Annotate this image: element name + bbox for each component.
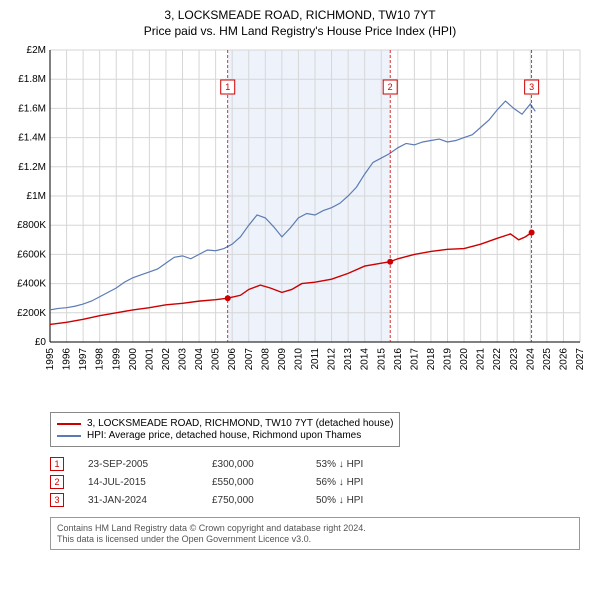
svg-text:2016: 2016 <box>393 348 404 371</box>
svg-text:1995: 1995 <box>45 348 56 371</box>
sale-number-badge: 3 <box>50 493 64 507</box>
sales-table: 1 23-SEP-2005 £300,000 53% ↓ HPI 2 14-JUL-201… <box>50 457 590 507</box>
svg-text:£800K: £800K <box>17 220 46 231</box>
legend: 3, LOCKSMEADE ROAD, RICHMOND, TW10 7YT (… <box>50 412 400 447</box>
sale-row: 1 23-SEP-2005 £300,000 53% ↓ HPI <box>50 457 590 471</box>
svg-text:2017: 2017 <box>409 348 420 371</box>
svg-text:£1.8M: £1.8M <box>18 74 46 85</box>
svg-text:2000: 2000 <box>128 348 139 371</box>
svg-text:£1.2M: £1.2M <box>18 162 46 173</box>
svg-text:£1.4M: £1.4M <box>18 133 46 144</box>
svg-text:3: 3 <box>529 82 534 92</box>
svg-text:1997: 1997 <box>78 348 89 371</box>
footer-attribution: Contains HM Land Registry data © Crown c… <box>50 517 580 550</box>
svg-text:2004: 2004 <box>194 348 205 371</box>
sale-hpi-delta: 53% ↓ HPI <box>316 459 406 470</box>
chart-container: 3, LOCKSMEADE ROAD, RICHMOND, TW10 7YT P… <box>0 0 600 558</box>
footer-line-1: Contains HM Land Registry data © Crown c… <box>57 523 573 533</box>
svg-text:2026: 2026 <box>558 348 569 371</box>
svg-text:2007: 2007 <box>244 348 255 371</box>
legend-swatch <box>57 435 81 437</box>
svg-text:2023: 2023 <box>509 348 520 371</box>
svg-text:1999: 1999 <box>111 348 122 371</box>
svg-text:2005: 2005 <box>211 348 222 371</box>
svg-text:2003: 2003 <box>178 348 189 371</box>
svg-text:2002: 2002 <box>161 348 172 371</box>
svg-text:2008: 2008 <box>260 348 271 371</box>
svg-text:£1.6M: £1.6M <box>18 103 46 114</box>
svg-text:2018: 2018 <box>426 348 437 371</box>
svg-text:2006: 2006 <box>227 348 238 371</box>
sale-row: 3 31-JAN-2024 £750,000 50% ↓ HPI <box>50 493 590 507</box>
svg-text:2025: 2025 <box>542 348 553 371</box>
svg-text:£200K: £200K <box>17 308 46 319</box>
svg-text:£400K: £400K <box>17 279 46 290</box>
svg-text:2021: 2021 <box>476 348 487 371</box>
legend-swatch <box>57 423 81 425</box>
svg-text:2014: 2014 <box>360 348 371 371</box>
svg-text:2: 2 <box>388 82 393 92</box>
svg-text:2009: 2009 <box>277 348 288 371</box>
svg-text:2010: 2010 <box>293 348 304 371</box>
svg-text:2012: 2012 <box>327 348 338 371</box>
chart-svg: £0 £200K £400K £600K £800K £1M £1.2M £1.4M £1.6M… <box>10 46 590 404</box>
svg-text:1998: 1998 <box>95 348 106 371</box>
chart-subtitle: Price paid vs. HM Land Registry's House … <box>10 24 590 38</box>
sale-price: £300,000 <box>212 459 292 470</box>
svg-text:£2M: £2M <box>27 46 46 56</box>
legend-label: 3, LOCKSMEADE ROAD, RICHMOND, TW10 7YT (… <box>87 418 393 429</box>
sale-date: 31-JAN-2024 <box>88 495 188 506</box>
legend-label: HPI: Average price, detached house, Rich… <box>87 430 361 441</box>
svg-text:£600K: £600K <box>17 249 46 260</box>
svg-text:2022: 2022 <box>492 348 503 371</box>
sale-date: 14-JUL-2015 <box>88 477 188 488</box>
svg-text:2001: 2001 <box>144 348 155 371</box>
legend-item: HPI: Average price, detached house, Rich… <box>57 430 393 441</box>
svg-text:£0: £0 <box>35 337 47 348</box>
sale-hpi-delta: 50% ↓ HPI <box>316 495 406 506</box>
svg-text:2019: 2019 <box>443 348 454 371</box>
svg-text:2020: 2020 <box>459 348 470 371</box>
sale-price: £550,000 <box>212 477 292 488</box>
sale-date: 23-SEP-2005 <box>88 459 188 470</box>
svg-text:2027: 2027 <box>575 348 586 371</box>
svg-text:2013: 2013 <box>343 348 354 371</box>
svg-text:£1M: £1M <box>27 191 46 202</box>
svg-text:1: 1 <box>225 82 230 92</box>
svg-text:1996: 1996 <box>62 348 73 371</box>
sale-price: £750,000 <box>212 495 292 506</box>
svg-text:2011: 2011 <box>310 348 321 370</box>
footer-line-2: This data is licensed under the Open Gov… <box>57 534 573 544</box>
chart-title: 3, LOCKSMEADE ROAD, RICHMOND, TW10 7YT <box>10 8 590 22</box>
legend-item: 3, LOCKSMEADE ROAD, RICHMOND, TW10 7YT (… <box>57 418 393 429</box>
sale-hpi-delta: 56% ↓ HPI <box>316 477 406 488</box>
svg-text:2024: 2024 <box>525 348 536 371</box>
chart-area: £0 £200K £400K £600K £800K £1M £1.2M £1.4M £1.6M… <box>10 46 590 404</box>
sale-row: 2 14-JUL-2015 £550,000 56% ↓ HPI <box>50 475 590 489</box>
sale-number-badge: 2 <box>50 475 64 489</box>
svg-text:2015: 2015 <box>376 348 387 371</box>
sale-number-badge: 1 <box>50 457 64 471</box>
